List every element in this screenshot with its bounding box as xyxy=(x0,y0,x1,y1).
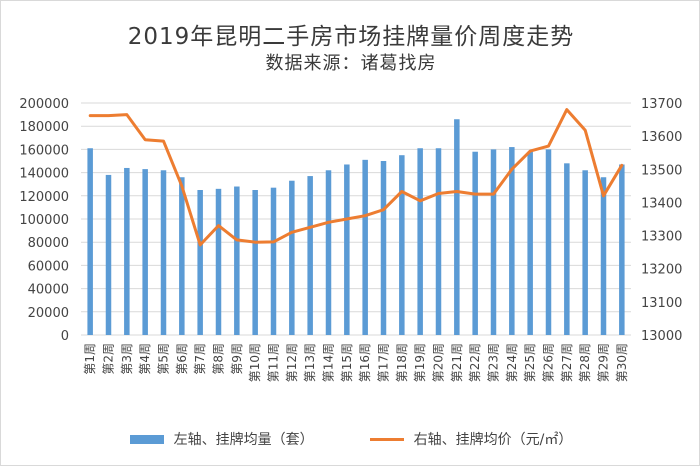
x-tick-label: 第11周 xyxy=(267,343,281,382)
bar xyxy=(234,186,240,335)
bar xyxy=(435,148,442,335)
bar xyxy=(87,148,93,335)
left-tick-label: 80000 xyxy=(28,236,69,251)
bar xyxy=(380,161,387,335)
bar xyxy=(325,170,332,335)
x-tick-label: 第6周 xyxy=(175,343,189,375)
x-tick-label: 第13周 xyxy=(303,343,317,382)
line-series xyxy=(88,108,624,247)
price-line xyxy=(88,108,624,247)
right-axis: 13000 13100 13200 13300 13400 13500 13600 13700 xyxy=(641,97,682,344)
bar xyxy=(582,170,588,335)
x-tick-label: 第5周 xyxy=(157,343,171,375)
x-tick-label: 第4周 xyxy=(138,343,152,375)
bar-series xyxy=(87,119,625,336)
x-tick-label: 第18周 xyxy=(395,343,409,382)
bar xyxy=(362,159,368,335)
x-tick-label: 第27周 xyxy=(560,343,574,382)
x-tick-label: 第7周 xyxy=(193,343,207,375)
right-tick-label: 13000 xyxy=(641,329,682,344)
bar xyxy=(215,188,222,335)
bar xyxy=(160,170,167,335)
legend-item-line: 右轴、挂牌均价（元/㎡） xyxy=(369,429,573,449)
legend-swatch-line xyxy=(369,437,404,441)
bar xyxy=(454,119,460,336)
legend-label-bars: 左轴、挂牌均量（套） xyxy=(173,432,314,448)
x-tick-label: 第22周 xyxy=(468,343,482,382)
bar xyxy=(307,176,313,335)
x-tick-label: 第23周 xyxy=(487,343,501,382)
right-tick-label: 13200 xyxy=(641,263,682,278)
left-tick-label: 120000 xyxy=(19,190,69,205)
left-tick-label: 0 xyxy=(61,329,69,344)
right-tick-label: 13700 xyxy=(641,97,682,112)
x-tick-label: 第3周 xyxy=(120,343,134,375)
x-tick-label: 第17周 xyxy=(377,343,391,382)
bar xyxy=(527,151,533,335)
x-tick-label: 第30周 xyxy=(615,343,629,382)
legend: 左轴、挂牌均量（套） 右轴、挂牌均价（元/㎡） xyxy=(1,428,700,450)
right-tick-label: 13400 xyxy=(641,196,682,211)
left-tick-label: 40000 xyxy=(28,283,69,298)
x-tick-label: 第14周 xyxy=(322,343,336,382)
left-tick-label: 20000 xyxy=(28,306,69,321)
left-tick-label: 140000 xyxy=(19,167,69,182)
legend-label-line: 右轴、挂牌均价（元/㎡） xyxy=(413,432,573,448)
legend-item-bars: 左轴、挂牌均量（套） xyxy=(129,429,314,449)
left-tick-label: 160000 xyxy=(19,143,69,158)
bar xyxy=(472,151,478,335)
x-tick-label: 第12周 xyxy=(285,343,299,382)
bar xyxy=(142,169,148,335)
bar xyxy=(124,167,130,335)
x-tick-label: 第26周 xyxy=(542,343,556,382)
bar xyxy=(600,177,607,335)
bar xyxy=(417,148,423,335)
x-tick-label: 第19周 xyxy=(413,343,427,382)
left-tick-label: 180000 xyxy=(19,120,69,135)
x-tick-label: 第2周 xyxy=(102,343,116,375)
bar xyxy=(197,190,203,335)
legend-swatch-bars xyxy=(129,434,164,444)
x-tick-label: 第10周 xyxy=(248,343,262,382)
bar xyxy=(179,177,185,335)
bar xyxy=(509,147,515,335)
bar xyxy=(270,187,277,335)
x-tick-label: 第25周 xyxy=(523,343,537,382)
x-tick-label: 第29周 xyxy=(597,343,611,382)
bar xyxy=(289,180,295,335)
right-tick-label: 13100 xyxy=(641,296,682,311)
right-tick-label: 13500 xyxy=(641,163,682,178)
x-tick-label: 第9周 xyxy=(230,343,244,375)
bar xyxy=(545,149,552,335)
right-tick-label: 13300 xyxy=(641,230,682,245)
bar xyxy=(252,190,258,335)
chart-subtitle: 数据来源：诸葛找房 xyxy=(265,53,437,74)
bar xyxy=(344,164,350,335)
left-tick-label: 100000 xyxy=(19,213,69,228)
chart-title: 2019年昆明二手房市场挂牌量价周度走势 xyxy=(127,24,575,50)
bar xyxy=(399,155,405,335)
x-tick-label: 第20周 xyxy=(432,343,446,382)
x-tick-label: 第28周 xyxy=(578,343,592,382)
x-tick-label: 第15周 xyxy=(340,343,354,382)
x-tick-label: 第8周 xyxy=(212,343,226,375)
left-axis: 0 20000 40000 60000 80000 100000 120000 140000 1… xyxy=(19,97,69,344)
x-tick-label: 第1周 xyxy=(83,343,97,375)
left-tick-label: 200000 xyxy=(19,97,69,112)
bar xyxy=(490,149,497,335)
x-tick-label: 第16周 xyxy=(358,343,372,382)
bar xyxy=(105,174,112,335)
bar xyxy=(619,164,625,335)
x-axis: 第1周 第2周 第3周 第4周 第5周 第6周 第7周 第8周 第9周 第10周 第11周 第12周第… xyxy=(83,343,629,382)
bar xyxy=(564,163,570,335)
left-tick-label: 60000 xyxy=(28,259,69,274)
right-tick-label: 13600 xyxy=(641,130,682,145)
x-tick-label: 第21周 xyxy=(450,343,464,382)
x-tick-label: 第24周 xyxy=(505,343,519,382)
